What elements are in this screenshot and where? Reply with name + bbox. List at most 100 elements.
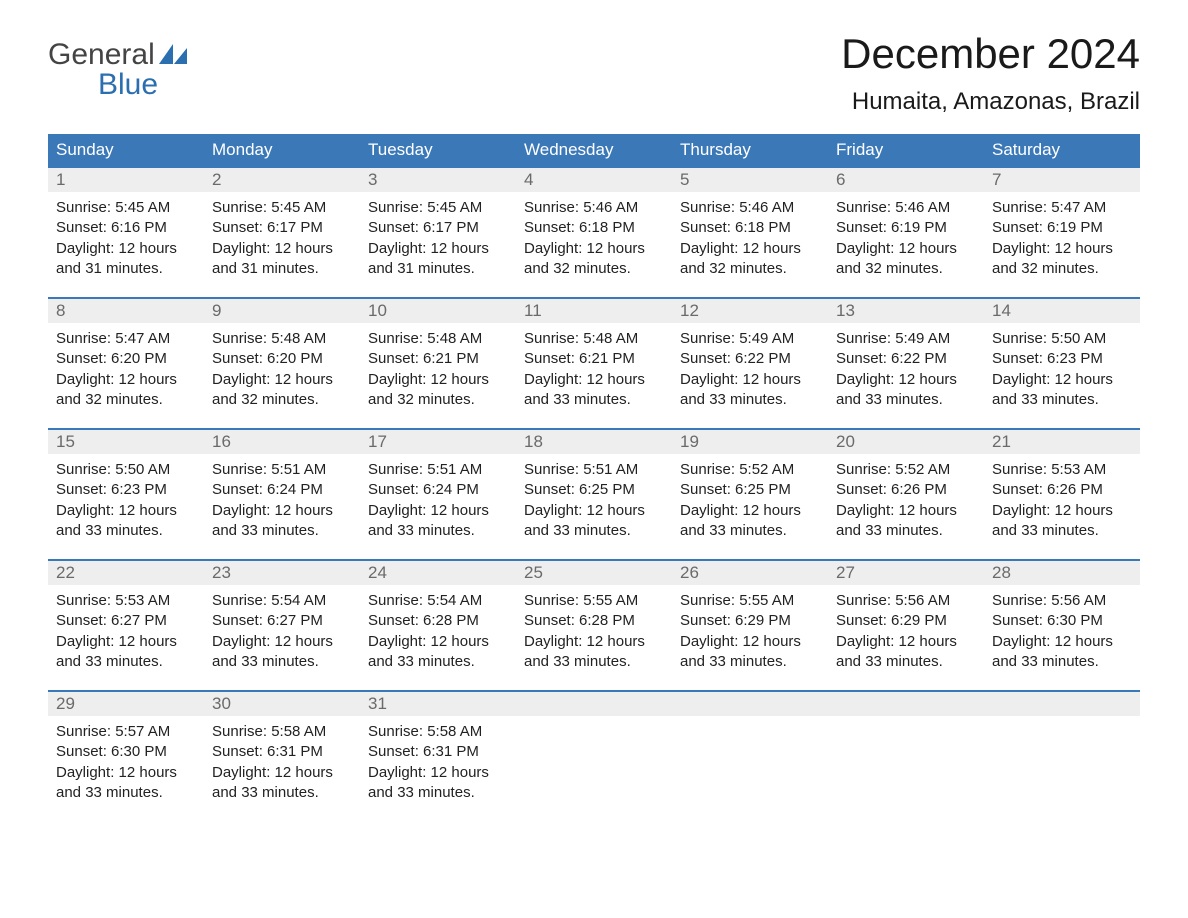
daylight-text: Daylight: 12 hours and 32 minutes. bbox=[56, 370, 196, 411]
day-details: Sunrise: 5:48 AMSunset: 6:20 PMDaylight:… bbox=[204, 323, 360, 414]
weekday-label: Sunday bbox=[48, 134, 204, 166]
sunset-text: Sunset: 6:25 PM bbox=[524, 480, 664, 500]
calendar-day: 1Sunrise: 5:45 AMSunset: 6:16 PMDaylight… bbox=[48, 168, 204, 283]
day-number: 1 bbox=[48, 168, 204, 192]
day-number: 22 bbox=[48, 561, 204, 585]
day-details: Sunrise: 5:55 AMSunset: 6:28 PMDaylight:… bbox=[516, 585, 672, 676]
day-details: Sunrise: 5:52 AMSunset: 6:26 PMDaylight:… bbox=[828, 454, 984, 545]
daylight-text: Daylight: 12 hours and 32 minutes. bbox=[212, 370, 352, 411]
sunrise-text: Sunrise: 5:58 AM bbox=[212, 722, 352, 742]
weekday-label: Wednesday bbox=[516, 134, 672, 166]
daylight-text: Daylight: 12 hours and 32 minutes. bbox=[680, 239, 820, 280]
sunrise-text: Sunrise: 5:45 AM bbox=[212, 198, 352, 218]
calendar-day: 13Sunrise: 5:49 AMSunset: 6:22 PMDayligh… bbox=[828, 299, 984, 414]
day-details: Sunrise: 5:56 AMSunset: 6:30 PMDaylight:… bbox=[984, 585, 1140, 676]
daylight-text: Daylight: 12 hours and 33 minutes. bbox=[368, 632, 508, 673]
sunrise-text: Sunrise: 5:48 AM bbox=[524, 329, 664, 349]
calendar-day: 17Sunrise: 5:51 AMSunset: 6:24 PMDayligh… bbox=[360, 430, 516, 545]
day-number: 3 bbox=[360, 168, 516, 192]
day-number: 4 bbox=[516, 168, 672, 192]
calendar-week: 22Sunrise: 5:53 AMSunset: 6:27 PMDayligh… bbox=[48, 559, 1140, 676]
day-details: Sunrise: 5:57 AMSunset: 6:30 PMDaylight:… bbox=[48, 716, 204, 807]
day-details: Sunrise: 5:53 AMSunset: 6:26 PMDaylight:… bbox=[984, 454, 1140, 545]
calendar-day: 18Sunrise: 5:51 AMSunset: 6:25 PMDayligh… bbox=[516, 430, 672, 545]
day-details: Sunrise: 5:49 AMSunset: 6:22 PMDaylight:… bbox=[828, 323, 984, 414]
day-details: Sunrise: 5:45 AMSunset: 6:17 PMDaylight:… bbox=[204, 192, 360, 283]
sunset-text: Sunset: 6:23 PM bbox=[56, 480, 196, 500]
daylight-text: Daylight: 12 hours and 33 minutes. bbox=[836, 501, 976, 542]
day-details: Sunrise: 5:58 AMSunset: 6:31 PMDaylight:… bbox=[360, 716, 516, 807]
calendar-day: 22Sunrise: 5:53 AMSunset: 6:27 PMDayligh… bbox=[48, 561, 204, 676]
sunrise-text: Sunrise: 5:55 AM bbox=[680, 591, 820, 611]
day-number: 27 bbox=[828, 561, 984, 585]
calendar-day: 15Sunrise: 5:50 AMSunset: 6:23 PMDayligh… bbox=[48, 430, 204, 545]
day-details: Sunrise: 5:48 AMSunset: 6:21 PMDaylight:… bbox=[360, 323, 516, 414]
daylight-text: Daylight: 12 hours and 31 minutes. bbox=[212, 239, 352, 280]
day-number: 18 bbox=[516, 430, 672, 454]
sunrise-text: Sunrise: 5:57 AM bbox=[56, 722, 196, 742]
sunset-text: Sunset: 6:22 PM bbox=[680, 349, 820, 369]
daylight-text: Daylight: 12 hours and 33 minutes. bbox=[524, 501, 664, 542]
day-details: Sunrise: 5:55 AMSunset: 6:29 PMDaylight:… bbox=[672, 585, 828, 676]
calendar-day: 4Sunrise: 5:46 AMSunset: 6:18 PMDaylight… bbox=[516, 168, 672, 283]
logo-line1: General bbox=[48, 40, 187, 70]
day-details: Sunrise: 5:48 AMSunset: 6:21 PMDaylight:… bbox=[516, 323, 672, 414]
calendar-day: 16Sunrise: 5:51 AMSunset: 6:24 PMDayligh… bbox=[204, 430, 360, 545]
calendar-week: 8Sunrise: 5:47 AMSunset: 6:20 PMDaylight… bbox=[48, 297, 1140, 414]
day-details: Sunrise: 5:50 AMSunset: 6:23 PMDaylight:… bbox=[984, 323, 1140, 414]
calendar-day: 28Sunrise: 5:56 AMSunset: 6:30 PMDayligh… bbox=[984, 561, 1140, 676]
sunset-text: Sunset: 6:26 PM bbox=[836, 480, 976, 500]
day-details: Sunrise: 5:45 AMSunset: 6:17 PMDaylight:… bbox=[360, 192, 516, 283]
sunset-text: Sunset: 6:18 PM bbox=[524, 218, 664, 238]
day-details: Sunrise: 5:51 AMSunset: 6:24 PMDaylight:… bbox=[360, 454, 516, 545]
sunrise-text: Sunrise: 5:53 AM bbox=[56, 591, 196, 611]
page-header: General Blue December 2024 Humaita, Amaz… bbox=[48, 30, 1140, 116]
daylight-text: Daylight: 12 hours and 33 minutes. bbox=[212, 632, 352, 673]
day-number: 2 bbox=[204, 168, 360, 192]
day-number: 11 bbox=[516, 299, 672, 323]
sunrise-text: Sunrise: 5:47 AM bbox=[992, 198, 1132, 218]
day-number: 5 bbox=[672, 168, 828, 192]
day-number: . bbox=[984, 692, 1140, 716]
sunrise-text: Sunrise: 5:55 AM bbox=[524, 591, 664, 611]
daylight-text: Daylight: 12 hours and 32 minutes. bbox=[524, 239, 664, 280]
sunrise-text: Sunrise: 5:50 AM bbox=[56, 460, 196, 480]
calendar-day: 7Sunrise: 5:47 AMSunset: 6:19 PMDaylight… bbox=[984, 168, 1140, 283]
calendar-day: . bbox=[516, 692, 672, 807]
day-details: Sunrise: 5:54 AMSunset: 6:28 PMDaylight:… bbox=[360, 585, 516, 676]
calendar-day: 20Sunrise: 5:52 AMSunset: 6:26 PMDayligh… bbox=[828, 430, 984, 545]
calendar-week: 29Sunrise: 5:57 AMSunset: 6:30 PMDayligh… bbox=[48, 690, 1140, 807]
day-number: 31 bbox=[360, 692, 516, 716]
daylight-text: Daylight: 12 hours and 33 minutes. bbox=[836, 370, 976, 411]
sunrise-text: Sunrise: 5:48 AM bbox=[368, 329, 508, 349]
day-details: Sunrise: 5:47 AMSunset: 6:20 PMDaylight:… bbox=[48, 323, 204, 414]
daylight-text: Daylight: 12 hours and 33 minutes. bbox=[524, 632, 664, 673]
day-number: 24 bbox=[360, 561, 516, 585]
day-number: 25 bbox=[516, 561, 672, 585]
calendar-week: 1Sunrise: 5:45 AMSunset: 6:16 PMDaylight… bbox=[48, 166, 1140, 283]
calendar-day: 8Sunrise: 5:47 AMSunset: 6:20 PMDaylight… bbox=[48, 299, 204, 414]
daylight-text: Daylight: 12 hours and 33 minutes. bbox=[992, 501, 1132, 542]
sunset-text: Sunset: 6:19 PM bbox=[992, 218, 1132, 238]
sunset-text: Sunset: 6:17 PM bbox=[212, 218, 352, 238]
calendar-day: 23Sunrise: 5:54 AMSunset: 6:27 PMDayligh… bbox=[204, 561, 360, 676]
daylight-text: Daylight: 12 hours and 33 minutes. bbox=[56, 632, 196, 673]
day-details: Sunrise: 5:51 AMSunset: 6:24 PMDaylight:… bbox=[204, 454, 360, 545]
daylight-text: Daylight: 12 hours and 33 minutes. bbox=[524, 370, 664, 411]
day-number: . bbox=[516, 692, 672, 716]
logo-text-general: General bbox=[48, 40, 155, 70]
logo-text-blue: Blue bbox=[48, 70, 187, 100]
daylight-text: Daylight: 12 hours and 32 minutes. bbox=[368, 370, 508, 411]
sunrise-text: Sunrise: 5:45 AM bbox=[368, 198, 508, 218]
daylight-text: Daylight: 12 hours and 33 minutes. bbox=[680, 632, 820, 673]
daylight-text: Daylight: 12 hours and 33 minutes. bbox=[368, 763, 508, 804]
flag-icon bbox=[159, 40, 187, 70]
calendar-day: 19Sunrise: 5:52 AMSunset: 6:25 PMDayligh… bbox=[672, 430, 828, 545]
sunset-text: Sunset: 6:29 PM bbox=[836, 611, 976, 631]
sunrise-text: Sunrise: 5:51 AM bbox=[212, 460, 352, 480]
daylight-text: Daylight: 12 hours and 33 minutes. bbox=[212, 501, 352, 542]
sunset-text: Sunset: 6:24 PM bbox=[212, 480, 352, 500]
day-details: Sunrise: 5:46 AMSunset: 6:19 PMDaylight:… bbox=[828, 192, 984, 283]
day-number: 23 bbox=[204, 561, 360, 585]
page-title: December 2024 bbox=[841, 30, 1140, 78]
